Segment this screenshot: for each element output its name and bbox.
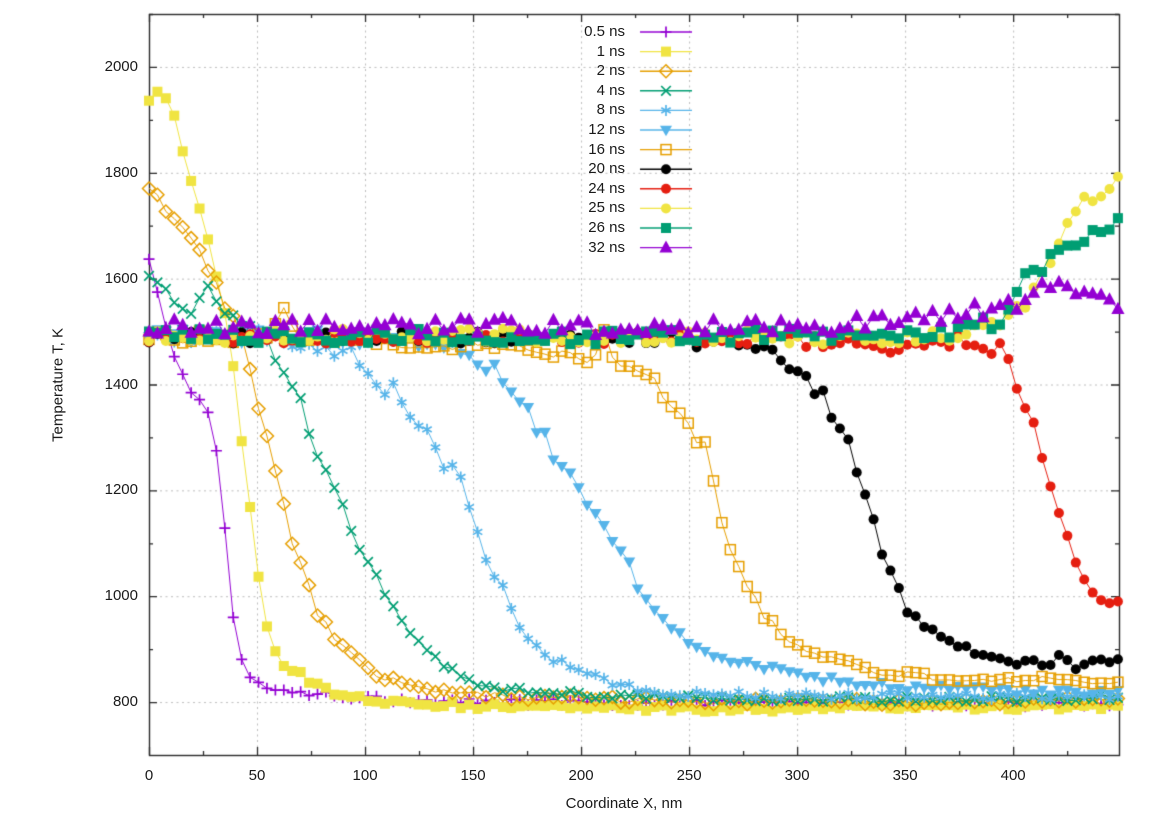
x-tick-label: 0 [144,767,154,784]
legend-item-24-ns: 24 ns [588,179,625,197]
legend: 0.5 ns 1 ns 2 ns 4 ns 8 ns 12 ns 16 ns 20 ns 24 … [447,22,625,257]
y-tick-label: 1400 [104,375,138,393]
x-tick-label: 300 [784,767,810,784]
legend-item-25-ns: 25 ns [588,199,625,217]
x-tick-label: 350 [892,767,918,784]
x-tick-label: 400 [1000,767,1026,784]
y-tick-label: 1800 [104,163,138,181]
y-tick-label: 1000 [104,587,138,605]
x-axis-label: Coordinate X, nm [565,795,683,812]
legend-item-32-ns: 32 ns [588,238,625,256]
legend-item-12-ns: 12 ns [588,120,625,138]
x-tick-label: 100 [352,767,378,784]
y-axis-label: Temperature T, K [49,327,67,442]
legend-item-8-ns: 8 ns [596,101,625,119]
legend-item-2-ns: 2 ns [596,62,625,80]
y-tick-label: 800 [112,693,138,711]
x-tick-label: 150 [460,767,486,784]
legend-item-26-ns: 26 ns [588,218,625,236]
x-tick-label: 250 [676,767,702,784]
y-tick-label: 1600 [104,269,138,287]
y-tick-label: 2000 [104,57,138,75]
legend-item-20-ns: 20 ns [588,160,625,178]
y-tick-label: 1200 [104,481,138,499]
legend-item-0-5-ns: 0.5 ns [584,23,625,40]
legend-item-4-ns: 4 ns [596,81,625,99]
x-tick-label: 50 [248,767,266,784]
legend-item-16-ns: 16 ns [588,140,625,158]
x-tick-label: 200 [568,767,594,784]
legend-item-1-ns: 1 ns [596,42,625,60]
